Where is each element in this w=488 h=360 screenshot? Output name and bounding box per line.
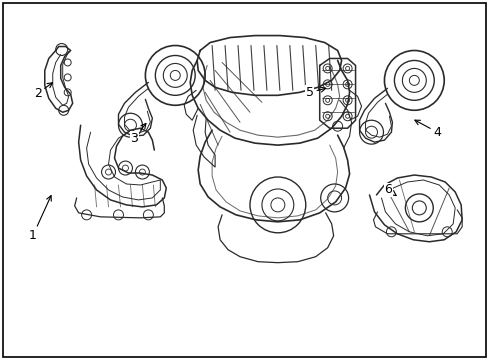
Text: 2: 2 <box>34 83 52 100</box>
Text: 6: 6 <box>384 184 395 197</box>
Text: 1: 1 <box>29 195 51 242</box>
Text: 3: 3 <box>130 123 145 145</box>
Text: 4: 4 <box>414 120 440 139</box>
Text: 5: 5 <box>305 86 325 99</box>
